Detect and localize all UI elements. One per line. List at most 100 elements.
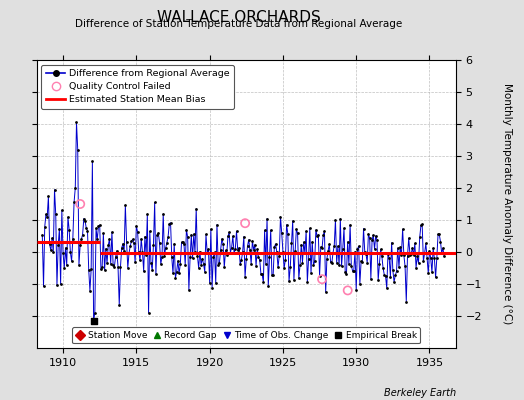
- Point: [131, 259, 139, 266]
- Point: [431, 274, 440, 280]
- Point: [60, 265, 69, 271]
- Point: [434, 231, 442, 238]
- Point: [263, 215, 271, 222]
- Point: [270, 244, 279, 250]
- Point: [115, 302, 124, 308]
- Point: [309, 262, 318, 269]
- Point: [137, 236, 146, 242]
- Point: [91, 310, 99, 316]
- Point: [50, 186, 59, 193]
- Point: [237, 257, 246, 263]
- Point: [51, 211, 60, 217]
- Point: [90, 318, 98, 324]
- Point: [76, 201, 84, 207]
- Point: [55, 226, 63, 232]
- Point: [292, 226, 301, 233]
- Point: [303, 279, 312, 285]
- Point: [413, 253, 421, 260]
- Point: [184, 287, 193, 293]
- Point: [235, 245, 243, 251]
- Point: [101, 267, 109, 274]
- Point: [181, 262, 189, 268]
- Point: [61, 244, 70, 251]
- Point: [245, 236, 253, 243]
- Point: [193, 253, 202, 259]
- Point: [329, 250, 337, 256]
- Point: [82, 225, 91, 231]
- Point: [328, 260, 336, 266]
- Point: [116, 264, 125, 270]
- Point: [219, 240, 227, 247]
- Point: [47, 247, 55, 254]
- Point: [209, 254, 217, 260]
- Point: [414, 260, 423, 266]
- Point: [192, 205, 200, 212]
- Point: [281, 256, 290, 263]
- Point: [97, 266, 105, 272]
- Point: [220, 264, 228, 271]
- Point: [175, 270, 183, 277]
- Point: [353, 246, 362, 252]
- Point: [267, 227, 275, 233]
- Point: [351, 248, 359, 255]
- Point: [180, 241, 188, 247]
- Point: [285, 278, 293, 284]
- Point: [275, 252, 283, 259]
- Text: Berkeley Earth: Berkeley Earth: [384, 388, 456, 398]
- Point: [418, 221, 427, 228]
- Point: [205, 280, 214, 286]
- Point: [326, 259, 335, 265]
- Point: [141, 233, 149, 240]
- Point: [407, 250, 416, 257]
- Point: [152, 271, 160, 278]
- Point: [79, 231, 87, 238]
- Point: [188, 255, 196, 262]
- Point: [378, 253, 386, 260]
- Point: [241, 220, 249, 226]
- Point: [173, 258, 182, 264]
- Point: [330, 243, 339, 249]
- Point: [99, 230, 107, 236]
- Point: [319, 232, 328, 239]
- Point: [191, 249, 199, 256]
- Point: [373, 237, 381, 243]
- Point: [125, 250, 133, 256]
- Point: [182, 227, 191, 233]
- Point: [314, 232, 323, 238]
- Point: [98, 264, 106, 270]
- Point: [364, 231, 373, 237]
- Point: [286, 264, 294, 271]
- Point: [199, 261, 208, 267]
- Point: [392, 268, 401, 275]
- Point: [311, 258, 319, 265]
- Point: [183, 234, 192, 240]
- Point: [48, 235, 56, 241]
- Point: [194, 264, 203, 271]
- Point: [242, 256, 250, 262]
- Point: [58, 207, 66, 214]
- Point: [75, 262, 83, 268]
- Point: [302, 228, 310, 234]
- Point: [308, 238, 316, 245]
- Point: [300, 239, 308, 245]
- Point: [114, 264, 122, 270]
- Point: [356, 281, 364, 287]
- Point: [123, 239, 131, 246]
- Point: [236, 261, 244, 267]
- Point: [259, 279, 268, 286]
- Point: [428, 269, 436, 276]
- Point: [202, 231, 210, 238]
- Point: [354, 243, 363, 249]
- Point: [280, 265, 288, 271]
- Point: [172, 268, 181, 275]
- Point: [195, 248, 204, 255]
- Point: [160, 252, 169, 259]
- Point: [166, 220, 174, 226]
- Point: [254, 254, 263, 260]
- Point: [331, 217, 340, 223]
- Point: [146, 228, 154, 234]
- Point: [64, 214, 72, 220]
- Y-axis label: Monthly Temperature Anomaly Difference (°C): Monthly Temperature Anomaly Difference (…: [501, 83, 511, 325]
- Point: [282, 222, 291, 228]
- Point: [204, 246, 213, 252]
